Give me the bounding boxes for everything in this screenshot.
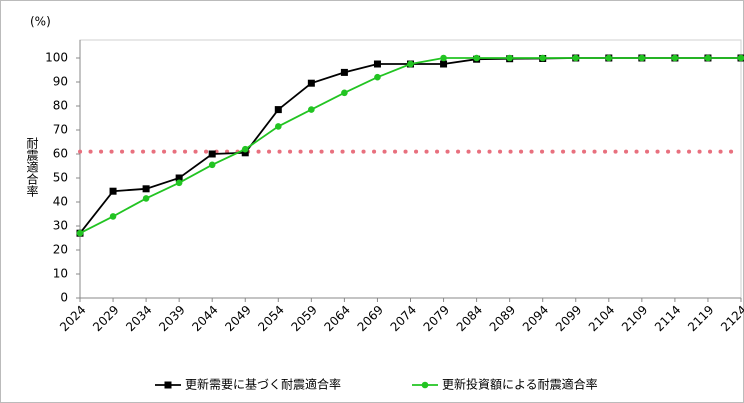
marker: [374, 73, 381, 81]
marker: [473, 54, 480, 62]
y-tick-label: 0: [60, 291, 68, 305]
legend-marker: [421, 381, 429, 389]
marker: [440, 54, 447, 62]
x-tick-label: 2029: [90, 303, 121, 334]
legend-label: 更新需要に基づく耐震適合率: [185, 377, 341, 392]
marker: [572, 54, 580, 62]
marker: [506, 54, 513, 62]
marker: [109, 187, 117, 195]
marker: [109, 213, 117, 220]
marker: [671, 54, 679, 62]
y-tick-label: 40: [53, 195, 68, 209]
x-tick-label: 2054: [255, 303, 286, 334]
x-tick-label: 2094: [520, 303, 551, 334]
y-tick-label: 30: [53, 219, 68, 233]
y-tick-label: 100: [45, 51, 68, 65]
marker: [241, 145, 249, 153]
marker: [341, 89, 348, 97]
marker: [175, 179, 183, 187]
y-tick-label: 10: [53, 267, 68, 281]
marker: [208, 150, 216, 158]
y-tick-label: 50: [53, 171, 68, 185]
y-axis-title: 耐震適合率: [25, 137, 39, 197]
unit-label: (%): [30, 15, 51, 29]
marker: [638, 54, 646, 62]
marker: [208, 161, 216, 169]
y-tick-label: 80: [53, 99, 68, 113]
x-tick-label: 2124: [718, 303, 744, 334]
x-tick-label: 2089: [487, 303, 518, 334]
marker: [407, 60, 414, 68]
x-tick-label: 2024: [57, 303, 88, 334]
marker: [142, 195, 150, 202]
y-tick-label: 20: [53, 243, 68, 257]
marker: [142, 185, 150, 193]
marker: [373, 60, 381, 68]
x-tick-label: 2109: [619, 303, 650, 334]
x-tick-label: 2049: [222, 303, 253, 334]
marker: [308, 106, 315, 113]
x-tick-label: 2059: [288, 303, 319, 334]
x-tick-label: 2104: [586, 303, 617, 334]
y-tick-label: 90: [53, 75, 68, 89]
marker: [307, 79, 315, 87]
marker: [704, 54, 712, 62]
marker: [605, 54, 613, 62]
marker: [175, 174, 183, 182]
marker: [241, 149, 249, 157]
x-tick-label: 2099: [553, 303, 584, 334]
legend-label: 更新投資額による耐震適合率: [442, 377, 598, 392]
x-tick-label: 2074: [388, 303, 419, 334]
x-tick-label: 2114: [652, 303, 683, 334]
x-tick-label: 2039: [156, 303, 187, 334]
marker: [340, 68, 348, 76]
marker: [737, 54, 744, 62]
x-tick-label: 2069: [355, 303, 386, 334]
x-tick-label: 2119: [685, 303, 716, 334]
marker: [76, 229, 84, 237]
marker: [440, 60, 448, 68]
marker: [274, 106, 282, 114]
x-tick-label: 2034: [123, 303, 154, 334]
x-tick-label: 2084: [454, 303, 485, 334]
x-tick-label: 2064: [321, 303, 352, 334]
marker: [539, 54, 546, 62]
y-tick-label: 60: [53, 147, 68, 161]
x-tick-label: 2044: [189, 303, 220, 334]
series-line: [79, 57, 741, 234]
series-line: [79, 57, 741, 235]
x-tick-label: 2079: [421, 303, 452, 334]
y-tick-label: 70: [53, 123, 68, 137]
plot-frame: [79, 39, 742, 299]
legend-marker: [164, 381, 172, 389]
marker: [275, 123, 282, 130]
